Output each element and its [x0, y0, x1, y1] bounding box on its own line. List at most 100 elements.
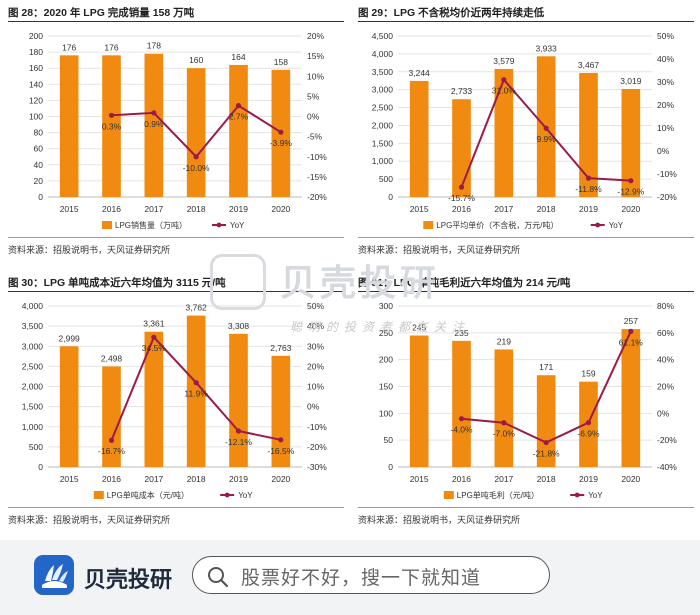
x-tick-label: 2019	[229, 474, 248, 484]
y2-tick-label: 30%	[657, 77, 674, 87]
yoy-point	[108, 112, 115, 118]
yoy-point	[278, 437, 284, 443]
yoy-value-label: -7.0%	[493, 429, 516, 439]
y-tick-label: 2,000	[372, 120, 394, 130]
chart-source: 资料来源：招股说明书，天风证券研究所	[8, 515, 171, 525]
y-tick-label: 80	[34, 128, 44, 138]
bar	[229, 64, 248, 197]
y-tick-label: 140	[29, 79, 43, 89]
legend-label: LPG平均单价（不含税，万元/吨）	[436, 220, 558, 230]
lpg-price-chart: 0 500 1,000 1,500 2,000 2,500 3,000 3,500 4,000 4…	[372, 31, 678, 230]
x-tick-label: 2018	[537, 204, 556, 214]
search-input[interactable]: 股票好不好，搜一下就知道	[192, 556, 550, 594]
footer-bar: 贝壳投研 股票好不好，搜一下就知道	[0, 540, 700, 615]
y2-tick-label: -20%	[657, 192, 677, 202]
x-tick-label: 2017	[144, 474, 163, 484]
source-divider	[8, 237, 344, 238]
x-tick-label: 2016	[102, 204, 121, 214]
x-tick-label: 2019	[579, 204, 598, 214]
search-placeholder: 股票好不好，搜一下就知道	[241, 568, 482, 589]
chart-source: 资料来源：招股说明书，天风证券研究所	[358, 245, 521, 255]
y2-tick-label: -20%	[657, 435, 677, 445]
yoy-value-label: -12.1%	[225, 437, 252, 447]
x-tick-label: 2015	[60, 204, 79, 214]
y2-tick-label: -10%	[307, 422, 327, 432]
legend-label: LPG销售量（万吨）	[115, 220, 187, 230]
y2-tick-label: 20%	[657, 382, 674, 392]
y-tick-label: 1,000	[372, 156, 394, 166]
source-divider	[8, 507, 344, 508]
y-tick-label: 300	[379, 301, 393, 311]
yoy-point	[108, 437, 115, 443]
bar	[186, 315, 206, 467]
legend-line-marker	[216, 222, 222, 228]
bar	[621, 88, 641, 197]
x-tick-label: 2016	[102, 474, 121, 484]
y-tick-label: 250	[379, 328, 393, 338]
y2-tick-label: 40%	[307, 321, 324, 331]
brand-logo-icon[interactable]	[34, 555, 74, 595]
bar	[102, 55, 121, 197]
y-tick-label: 100	[29, 112, 43, 122]
bar	[536, 375, 556, 467]
bar-value-label: 159	[581, 369, 595, 379]
bar-value-label: 219	[497, 336, 511, 346]
lpg-margin-chart: 0 50 100 150 200 250 300 -40% -20% 0% 20% 40% 60% 80%…	[379, 301, 677, 500]
y2-tick-label: 10%	[307, 71, 324, 81]
y-tick-label: 180	[29, 47, 43, 57]
y2-tick-label: -30%	[307, 462, 327, 472]
bar-value-label: 3,308	[228, 321, 250, 331]
y2-tick-label: 50%	[307, 301, 324, 311]
y-tick-label: 500	[29, 442, 43, 452]
y-tick-label: 1,500	[372, 138, 394, 148]
legend-line-marker	[574, 492, 580, 498]
bar	[494, 68, 514, 198]
yoy-value-label: 0.3%	[102, 121, 122, 131]
y-tick-label: 0	[388, 462, 393, 472]
chart-panel-29: 图 29：LPG 不含税均价近两年持续走低 0 500 1,000 1,500 2,00…	[350, 0, 700, 270]
source-divider	[358, 237, 694, 238]
y-tick-label: 4,000	[22, 301, 44, 311]
chart-title: 图 31：LPG 单吨毛利近六年均值为 214 元/吨	[358, 277, 571, 289]
x-tick-label: 2016	[452, 474, 471, 484]
brand-name[interactable]: 贝壳投研	[84, 567, 173, 592]
y-tick-label: 0	[38, 462, 43, 472]
y-tick-label: 4,000	[372, 49, 394, 59]
legend-bar-swatch	[93, 491, 104, 499]
bar-value-label: 3,579	[493, 56, 515, 66]
x-tick-label: 2017	[494, 474, 513, 484]
x-tick-label: 2015	[60, 474, 79, 484]
chart-panel-31: 图 31：LPG 单吨毛利近六年均值为 214 元/吨 0 50 100 150 200…	[350, 270, 700, 540]
y2-tick-label: -20%	[307, 442, 327, 452]
y-tick-label: 50	[384, 435, 394, 445]
y-tick-label: 2,000	[22, 382, 44, 392]
y2-tick-label: 5%	[307, 91, 320, 101]
yoy-value-label: 61.1%	[619, 337, 644, 347]
legend-line-marker	[595, 222, 601, 228]
y-tick-label: 120	[29, 95, 43, 105]
y2-tick-label: 10%	[307, 382, 324, 392]
yoy-value-label: -16.7%	[98, 446, 125, 456]
y2-tick-label: 60%	[657, 328, 674, 338]
y-tick-label: 0	[38, 192, 43, 202]
y2-tick-label: 80%	[657, 301, 674, 311]
bar-value-label: 3,762	[186, 303, 208, 313]
bar-value-label: 257	[624, 316, 638, 326]
x-tick-label: 2018	[187, 474, 206, 484]
source-divider	[358, 507, 694, 508]
bar	[409, 335, 429, 467]
bar	[186, 68, 206, 197]
search-icon	[208, 567, 229, 588]
y2-tick-label: 0%	[657, 408, 670, 418]
y2-tick-label: 10%	[657, 123, 674, 133]
bar	[59, 346, 79, 467]
y-tick-label: 150	[379, 382, 393, 392]
x-tick-label: 2019	[579, 474, 598, 484]
y2-tick-label: -20%	[307, 192, 327, 202]
yoy-value-label: 9.9%	[536, 134, 556, 144]
chart-source: 资料来源：招股说明书，天风证券研究所	[358, 515, 521, 525]
yoy-value-label: 34.5%	[142, 343, 167, 353]
yoy-point	[458, 184, 465, 190]
bar	[409, 80, 429, 197]
y-tick-label: 0	[388, 192, 393, 202]
